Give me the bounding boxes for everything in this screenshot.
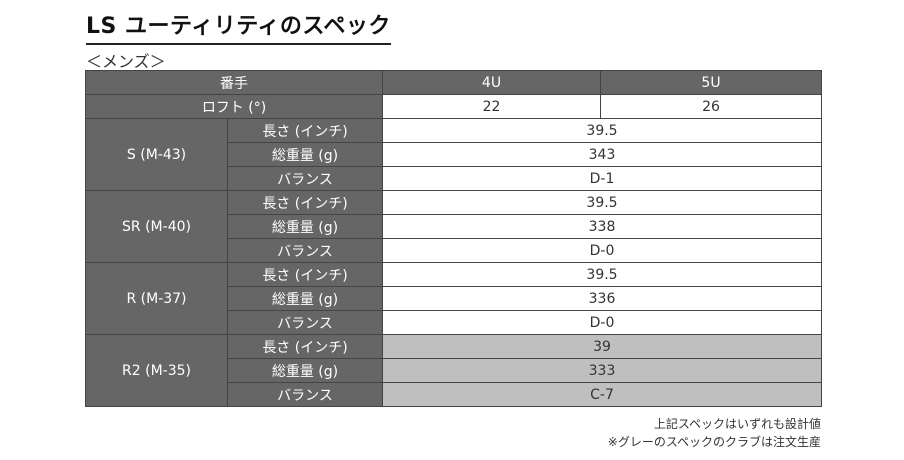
weight-value: 333 [382,358,822,383]
balance-value: D-0 [382,238,822,263]
weight-value: 343 [382,142,822,167]
page-title: LS ユーティリティのスペック [86,8,391,45]
table-row: SR (M-40) 長さ (インチ) 39.5 [85,190,822,263]
table-row: R2 (M-35) 長さ (インチ) 39 [85,334,822,407]
length-label: 長さ (インチ) [227,118,383,143]
length-value: 39 [382,334,822,359]
table-row: バランス D-0 [86,238,822,263]
weight-value: 338 [382,214,822,239]
flex-label-s: S (M-43) [85,118,228,191]
table-row: 総重量 (g) 338 [86,214,822,239]
weight-value: 336 [382,286,822,311]
note-design-values: 上記スペックはいずれも設計値 [653,417,821,431]
loft-4u-value: 22 [382,94,601,119]
length-value: 39.5 [382,118,822,143]
note-made-to-order: ※グレーのスペックのクラブは注文生産 [607,435,821,449]
table-row: 総重量 (g) 333 [86,358,822,383]
table-row: R (M-37) 長さ (インチ) 39.5 [85,262,822,335]
flex-label-r: R (M-37) [85,262,228,335]
table-row: バランス C-7 [86,382,822,407]
length-label: 長さ (インチ) [227,190,383,215]
length-label: 長さ (インチ) [227,262,383,287]
weight-label: 総重量 (g) [227,358,383,383]
header-row: 番手 4U 5U [85,70,822,95]
balance-label: バランス [227,166,383,191]
flex-label-sr: SR (M-40) [85,190,228,263]
loft-label: ロフト (°) [85,94,383,119]
balance-label: バランス [227,310,383,335]
balance-value: D-1 [382,166,822,191]
table-row: 総重量 (g) 336 [86,286,822,311]
weight-label: 総重量 (g) [227,142,383,167]
section-subtitle: ＜メンズ＞ [86,52,166,71]
spec-table: 番手 4U 5U ロフト (°) 22 26 S (M-43) 長さ (インチ)… [85,70,822,407]
weight-label: 総重量 (g) [227,286,383,311]
weight-label: 総重量 (g) [227,214,383,239]
balance-value: C-7 [382,382,822,407]
model-4u-header: 4U [382,70,601,95]
balance-label: バランス [227,238,383,263]
balance-value: D-0 [382,310,822,335]
length-label: 長さ (インチ) [227,334,383,359]
length-value: 39.5 [382,262,822,287]
flex-label-r2: R2 (M-35) [85,334,228,407]
length-value: 39.5 [382,190,822,215]
loft-5u-value: 26 [600,94,822,119]
balance-label: バランス [227,382,383,407]
loft-row: ロフト (°) 22 26 [85,94,822,119]
table-row: S (M-43) 長さ (インチ) 39.5 [85,118,822,191]
model-5u-header: 5U [600,70,822,95]
club-number-header: 番手 [85,70,383,95]
